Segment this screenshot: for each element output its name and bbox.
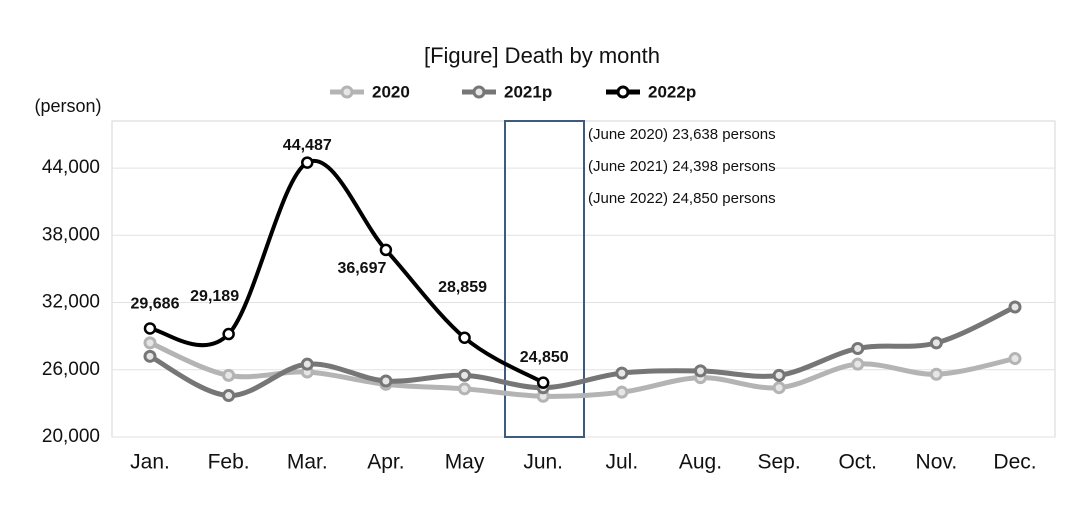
marker [143,336,157,350]
marker [1008,300,1022,314]
x-tick-label: Jan. [130,451,170,474]
y-tick-label: 32,000 [42,292,100,313]
marker [772,368,786,382]
marker [143,322,157,335]
marker [222,327,235,341]
marker [929,336,943,350]
marker [458,368,472,382]
annotation: (June 2020) 23,638 persons [588,126,776,143]
x-tick-label: Mar. [287,451,328,474]
marker [536,376,550,389]
y-tick-label: 38,000 [42,224,100,245]
marker [143,349,157,363]
marker [929,367,943,381]
chart-title: [Figure] Death by month [424,43,660,68]
data-label: 44,487 [283,137,332,154]
marker [615,385,629,399]
annotation: (June 2022) 24,850 persons [588,190,776,207]
marker [851,357,865,371]
y-tick-label: 44,000 [42,157,100,178]
x-tick-label: Apr. [367,451,404,474]
legend-marker [340,85,354,99]
marker [458,382,472,396]
marker [222,368,236,382]
annotation-bg [586,187,758,211]
data-label: 28,859 [438,279,487,296]
data-label: 29,189 [190,288,239,305]
marker [693,364,707,378]
legend-label: 2021p [504,82,552,101]
y-tick-label: 20,000 [42,426,100,447]
x-tick-label: Oct. [838,451,877,474]
data-label: 29,686 [131,296,180,313]
annotation-bg [586,123,758,147]
x-tick-label: Jun. [523,451,563,474]
x-tick-label: Feb. [208,451,250,474]
marker [301,156,314,169]
data-label: 36,697 [337,260,386,277]
x-tick-label: Aug. [679,451,722,474]
marker [1008,352,1022,366]
x-tick-label: Nov. [916,451,958,474]
marker [379,243,393,257]
marker [222,389,236,403]
legend-marker [616,85,630,99]
x-tick-label: May [445,451,485,474]
marker [615,366,629,380]
legend-marker [472,85,486,99]
y-tick-label: 26,000 [42,359,100,380]
marker [458,331,471,344]
series-line [148,304,1017,399]
annotation-bg [586,155,758,179]
annotation: (June 2021) 24,398 persons [588,158,776,175]
marker [379,374,393,388]
y-axis-label: (person) [34,96,101,116]
legend-label: 2022p [648,82,696,101]
marker [300,357,314,371]
x-tick-label: Dec. [993,451,1036,474]
marker [772,381,786,395]
legend-label: 2020 [372,82,410,101]
data-label: 24,850 [520,349,569,366]
highlight-box [504,120,585,438]
x-tick-label: Jul. [605,451,638,474]
marker [851,341,865,355]
x-tick-label: Sep. [757,451,800,474]
series-line [149,340,1016,399]
